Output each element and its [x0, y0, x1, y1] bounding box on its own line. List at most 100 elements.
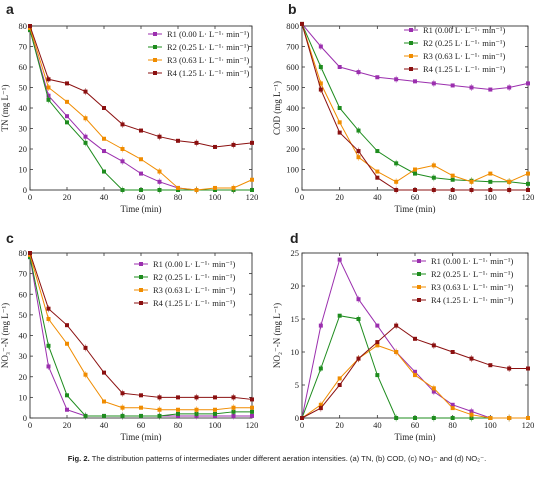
- data-point-R1: [431, 81, 436, 86]
- data-point-R4: [46, 77, 51, 82]
- data-point-R1: [413, 369, 417, 374]
- data-point-R1: [526, 81, 530, 86]
- x-tick-label: 100: [209, 420, 222, 430]
- data-point-R3: [157, 407, 162, 412]
- panel-letter: b: [288, 1, 297, 17]
- data-point-R2: [46, 97, 51, 102]
- data-point-R2: [318, 366, 323, 371]
- y-tick-label: 300: [286, 124, 299, 134]
- data-point-R2: [102, 169, 106, 174]
- y-tick-label: 30: [19, 124, 28, 134]
- x-tick-label: 80: [174, 192, 183, 202]
- data-point-R4: [488, 363, 493, 368]
- y-tick-label: 700: [286, 42, 299, 52]
- legend-marker-R2: [139, 275, 143, 279]
- data-point-R4: [526, 188, 530, 192]
- legend-label-R1: R1 (0.00 L· L⁻¹· min⁻¹): [423, 25, 505, 35]
- data-point-R1: [469, 85, 474, 90]
- data-point-R2: [83, 140, 88, 145]
- x-tick-label: 40: [100, 420, 109, 430]
- data-point-R3: [65, 341, 69, 346]
- series-line-R3: [301, 344, 528, 419]
- data-point-R1: [356, 70, 361, 75]
- data-point-R4: [194, 140, 199, 145]
- data-point-R1: [356, 297, 361, 302]
- data-point-R4: [176, 395, 180, 400]
- data-point-R4: [176, 138, 180, 143]
- legend-marker-R3: [409, 54, 413, 58]
- data-point-R1: [213, 413, 217, 418]
- x-axis-title: Time (min): [395, 432, 436, 442]
- x-tick-label: 40: [373, 420, 382, 430]
- legend-label-R3: R3 (0.63 L· L⁻¹· min⁻¹): [167, 55, 249, 65]
- data-point-R2: [213, 411, 217, 416]
- legend-label-R3: R3 (0.63 L· L⁻¹· min⁻¹): [153, 285, 235, 295]
- x-axis-title: Time (min): [121, 432, 162, 442]
- data-point-R3: [120, 147, 125, 151]
- data-point-R3: [413, 373, 417, 378]
- x-tick-label: 80: [174, 420, 183, 430]
- data-point-R4: [28, 251, 32, 255]
- y-tick-label: 5: [295, 380, 299, 390]
- data-point-R2: [375, 149, 380, 154]
- data-point-R3: [450, 173, 455, 178]
- x-tick-label: 80: [448, 192, 457, 202]
- data-point-R4: [450, 188, 455, 192]
- y-tick-label: 10: [291, 347, 300, 357]
- data-point-R3: [65, 99, 69, 104]
- data-point-R2: [120, 413, 125, 418]
- data-point-R4: [194, 395, 199, 400]
- data-point-R1: [375, 323, 380, 328]
- data-point-R3: [413, 167, 417, 172]
- y-tick-label: 70: [19, 269, 28, 279]
- y-tick-label: 50: [19, 83, 28, 93]
- data-point-R3: [213, 185, 217, 190]
- data-point-R3: [394, 179, 399, 184]
- data-point-R2: [65, 120, 69, 125]
- y-axis-title: COD (mg L⁻¹): [272, 81, 282, 135]
- data-point-R1: [157, 179, 162, 184]
- y-tick-label: 800: [286, 21, 299, 31]
- legend-label-R4: R4 (1.25 L· L⁻¹· min⁻¹): [153, 298, 235, 308]
- data-point-R3: [83, 372, 88, 377]
- data-point-R4: [157, 395, 162, 400]
- x-tick-label: 80: [448, 420, 457, 430]
- chart-panel-a: a 0 20 40 60 80 100 120 0 10 20 30 40 50 60 70 80 Time (m…: [0, 1, 258, 214]
- data-point-R3: [507, 416, 512, 420]
- data-point-R3: [28, 26, 32, 31]
- x-tick-label: 0: [300, 420, 304, 430]
- data-point-R1: [120, 159, 125, 164]
- y-tick-label: 400: [286, 103, 299, 113]
- data-point-R3: [356, 155, 361, 160]
- data-point-R3: [469, 412, 474, 417]
- data-point-R1: [337, 257, 342, 262]
- y-tick-label: 25: [291, 248, 300, 258]
- data-point-R4: [337, 130, 342, 135]
- y-tick-label: 10: [19, 165, 28, 175]
- data-point-R3: [469, 179, 474, 184]
- legend-label-R2: R2 (0.25 L· L⁻¹· min⁻¹): [153, 272, 235, 282]
- legend-marker-R3: [139, 288, 143, 292]
- legend-marker-R3: [417, 285, 421, 289]
- data-point-R2: [139, 413, 143, 418]
- data-point-R4: [28, 24, 32, 28]
- data-point-R3: [83, 116, 88, 121]
- data-point-R1: [507, 85, 512, 90]
- y-tick-label: 40: [19, 331, 28, 341]
- data-point-R3: [375, 169, 380, 174]
- data-point-R4: [488, 188, 493, 192]
- data-point-R3: [176, 185, 180, 190]
- data-point-R3: [431, 386, 436, 391]
- x-axis-title: Time (min): [121, 204, 162, 214]
- data-point-R1: [318, 44, 323, 49]
- data-point-R3: [250, 405, 254, 410]
- figure-caption: Fig. 2. The distribution patterns of int…: [0, 454, 554, 463]
- x-axis-title: Time (min): [395, 204, 436, 214]
- data-point-R3: [139, 157, 143, 162]
- data-point-R2: [356, 317, 361, 321]
- legend-marker-R1: [409, 28, 413, 32]
- data-point-R3: [318, 81, 323, 86]
- legend-label-R4: R4 (1.25 L· L⁻¹· min⁻¹): [431, 295, 513, 305]
- data-point-R2: [318, 65, 323, 69]
- legend-label-R1: R1 (0.00 L· L⁻¹· min⁻¹): [167, 29, 249, 39]
